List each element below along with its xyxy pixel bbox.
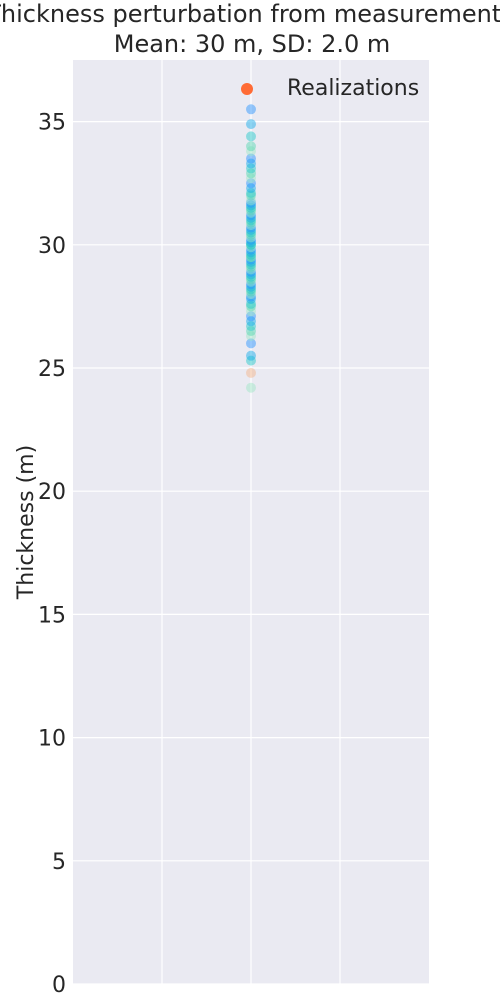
- realization-point-31: [246, 252, 256, 263]
- realization-point-48: [246, 212, 256, 223]
- realization-point-25: [246, 264, 256, 275]
- realization-point-10: [246, 306, 256, 317]
- y-tick-label-5: 25: [38, 357, 66, 382]
- chart-title-line-2: Mean: 30 m, SD: 2.0 m: [114, 30, 391, 58]
- realization-point-54: [246, 197, 256, 208]
- legend-marker-realizations: [241, 83, 253, 95]
- realization-point-58: [246, 183, 256, 194]
- realization-point-11: [246, 301, 256, 312]
- realization-point-41: [246, 229, 256, 240]
- realization-point-8: [246, 316, 256, 327]
- realization-point-65: [246, 146, 256, 157]
- realization-point-42: [246, 227, 256, 238]
- chart-title-line-1: Thickness perturbation from measurements: [0, 0, 500, 28]
- y-axis-ticks: 0 5 10 15 20 25 30 35: [38, 111, 66, 998]
- realization-point-69: [246, 104, 256, 115]
- realization-point-36: [246, 239, 256, 250]
- y-tick-label-7: 35: [38, 111, 66, 136]
- realization-point-50: [246, 207, 256, 218]
- realization-point-43: [246, 225, 256, 236]
- realization-point-28: [246, 257, 256, 268]
- realization-point-49: [246, 210, 256, 221]
- realization-point-2: [246, 355, 256, 366]
- realization-point-59: [246, 178, 256, 189]
- realization-point-61: [246, 168, 256, 179]
- realization-point-45: [246, 220, 256, 231]
- realization-point-55: [246, 195, 256, 206]
- realization-point-12: [246, 298, 256, 309]
- realization-point-19: [246, 279, 256, 290]
- realization-point-22: [246, 271, 256, 282]
- realization-point-64: [246, 153, 256, 164]
- realization-point-44: [246, 222, 256, 233]
- realization-points: [246, 104, 256, 393]
- realization-point-34: [246, 244, 256, 255]
- legend: Realizations: [241, 76, 419, 101]
- realization-point-13: [246, 294, 256, 305]
- realization-point-51: [246, 205, 256, 216]
- realization-point-53: [246, 200, 256, 211]
- realization-point-7: [246, 321, 256, 332]
- realization-point-67: [246, 131, 256, 142]
- realization-point-4: [246, 338, 256, 349]
- realization-point-60: [246, 173, 256, 184]
- realization-point-62: [246, 163, 256, 174]
- realization-point-20: [246, 276, 256, 287]
- realization-point-16: [246, 286, 256, 297]
- y-axis-label: Thickness (m): [14, 445, 39, 600]
- realization-point-30: [246, 252, 256, 263]
- realization-point-57: [246, 188, 256, 199]
- realization-point-32: [246, 249, 256, 260]
- realization-point-17: [246, 284, 256, 295]
- realization-point-46: [246, 217, 256, 228]
- realization-point-37: [246, 239, 256, 250]
- realization-point-14: [246, 291, 256, 302]
- realization-point-15: [246, 289, 256, 300]
- realization-point-38: [246, 237, 256, 248]
- grid-lines: [73, 60, 429, 985]
- realization-point-68: [246, 119, 256, 130]
- realization-point-39: [246, 234, 256, 245]
- realization-point-47: [246, 215, 256, 226]
- realization-point-35: [246, 242, 256, 253]
- legend-label-realizations: Realizations: [287, 76, 419, 101]
- realization-point-27: [246, 259, 256, 270]
- y-tick-label-2: 10: [38, 727, 66, 752]
- realization-point-63: [246, 158, 256, 169]
- realization-point-6: [246, 326, 256, 337]
- realization-point-52: [246, 202, 256, 213]
- realization-point-40: [246, 232, 256, 243]
- realization-point-1: [246, 367, 256, 378]
- y-tick-label-4: 20: [38, 480, 66, 505]
- realization-point-56: [246, 190, 256, 201]
- realization-point-9: [246, 311, 256, 322]
- y-tick-label-1: 5: [52, 850, 66, 875]
- y-tick-label-3: 15: [38, 603, 66, 628]
- y-tick-label-6: 30: [38, 234, 66, 259]
- realization-point-66: [246, 141, 256, 152]
- realization-point-21: [246, 274, 256, 285]
- realization-point-18: [246, 281, 256, 292]
- realization-point-23: [246, 269, 256, 280]
- realization-point-5: [246, 330, 256, 341]
- y-tick-label-0: 0: [52, 973, 66, 998]
- realization-point-3: [246, 350, 256, 361]
- realization-point-0: [246, 382, 256, 393]
- realization-point-33: [246, 247, 256, 258]
- realization-point-26: [246, 261, 256, 272]
- realization-point-29: [246, 254, 256, 265]
- realization-point-24: [246, 266, 256, 277]
